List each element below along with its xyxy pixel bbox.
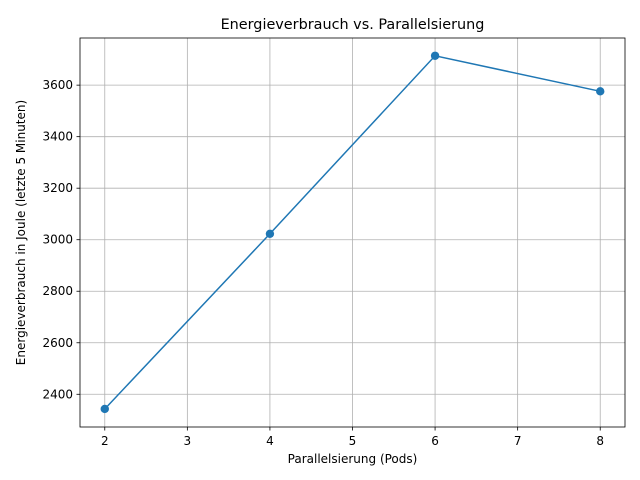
chart-title: Energieverbrauch vs. Parallelsierung xyxy=(221,17,485,33)
data-point xyxy=(596,87,605,96)
data-point xyxy=(430,51,440,60)
x-tick-label: 4 xyxy=(266,434,274,448)
x-tick-label: 5 xyxy=(349,434,357,448)
series-line xyxy=(104,54,601,410)
x-tick-label: 6 xyxy=(431,434,439,448)
axes: 2 3 4 5 6 7 8 2400 2600 2800 3000 3200 3400 3600 xyxy=(42,37,626,448)
data-point xyxy=(100,404,109,414)
y-axis-label: Energieverbrauch in Joule (letzte 5 Minu… xyxy=(14,100,28,365)
y-tick-label: 3200 xyxy=(42,181,73,195)
x-axis-label: Parallelsierung (Pods) xyxy=(288,452,418,466)
x-tick-label: 8 xyxy=(596,434,604,448)
x-tick-label: 3 xyxy=(184,434,192,448)
x-tick-label: 2 xyxy=(101,434,109,448)
series xyxy=(100,51,605,414)
y-tick-label: 2600 xyxy=(42,336,73,350)
y-tick-label: 3000 xyxy=(42,233,73,247)
x-tick-label: 7 xyxy=(514,434,522,448)
y-tick-label: 2400 xyxy=(42,387,73,401)
y-tick-label: 2800 xyxy=(42,284,73,298)
y-tick-label: 3400 xyxy=(42,130,73,144)
plot-frame xyxy=(79,37,626,428)
y-tick-label: 3600 xyxy=(42,78,73,92)
data-point xyxy=(265,229,275,238)
